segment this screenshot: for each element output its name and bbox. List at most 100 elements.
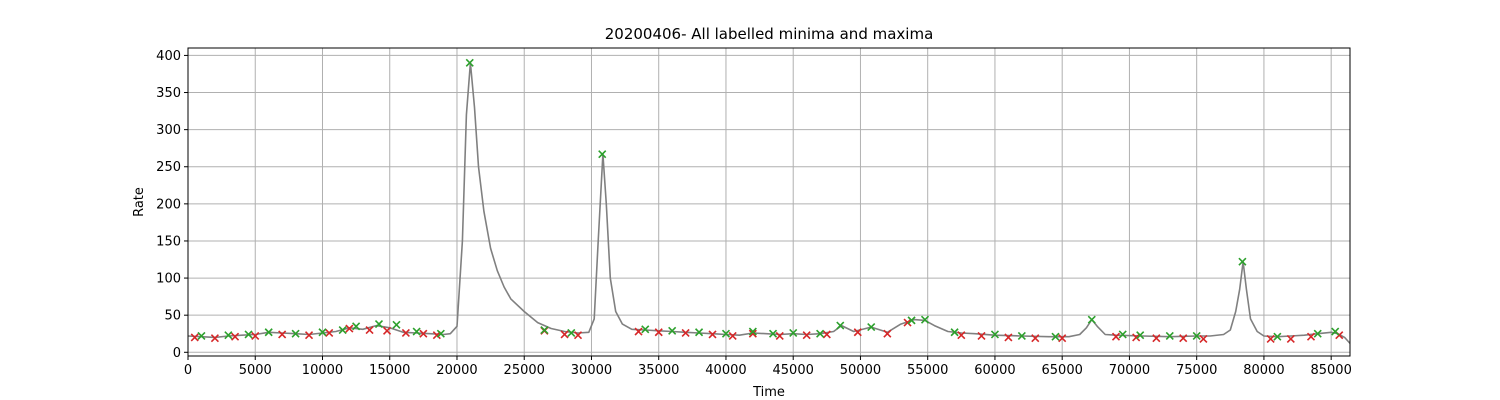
marker-series bbox=[190, 58, 1344, 343]
minimum-marker bbox=[1132, 333, 1141, 342]
minimum-marker bbox=[1286, 334, 1295, 343]
x-tick-label: 5000 bbox=[239, 363, 272, 378]
minimum-marker bbox=[654, 328, 663, 337]
x-tick-label: 15000 bbox=[369, 363, 410, 378]
y-tick-label: 100 bbox=[156, 272, 181, 287]
minimum-marker bbox=[560, 330, 569, 339]
minimum-marker bbox=[977, 331, 986, 341]
maximum-marker bbox=[1238, 257, 1247, 266]
maximum-marker bbox=[224, 331, 233, 340]
chart-title: 20200406- All labelled minima and maxima bbox=[605, 25, 934, 43]
grid bbox=[187, 48, 1350, 356]
minimum-marker bbox=[1199, 334, 1208, 343]
minimum-marker bbox=[1004, 333, 1013, 342]
minimum-marker bbox=[1266, 334, 1275, 343]
x-tick-label: 60000 bbox=[974, 363, 1015, 378]
minimum-marker bbox=[1058, 334, 1067, 343]
x-tick-label: 35000 bbox=[638, 363, 679, 378]
x-tick-label: 25000 bbox=[504, 363, 545, 378]
y-tick-label: 50 bbox=[164, 309, 181, 324]
y-tick-label: 0 bbox=[173, 346, 181, 361]
minimum-marker bbox=[401, 328, 410, 338]
minimum-marker bbox=[957, 331, 966, 340]
y-tick-label: 350 bbox=[156, 86, 181, 101]
minimum-marker bbox=[1179, 334, 1188, 343]
minimum-marker bbox=[775, 331, 784, 341]
minimum-marker bbox=[304, 331, 314, 340]
maximum-marker bbox=[1118, 330, 1127, 339]
maximum-marker bbox=[907, 316, 916, 325]
maximum-marker bbox=[768, 329, 778, 338]
minimum-marker bbox=[278, 330, 287, 339]
maximum-marker bbox=[567, 328, 576, 338]
maximum-marker bbox=[1313, 329, 1322, 338]
x-axis-ticks: 0 5000 10000 15000 20000 25000 30000 35000 40000… bbox=[184, 356, 1352, 378]
x-tick-label: 20000 bbox=[436, 363, 477, 378]
maximum-marker bbox=[1136, 331, 1145, 340]
x-tick-label: 30000 bbox=[571, 363, 612, 378]
x-tick-label: 85000 bbox=[1310, 363, 1351, 378]
minimum-marker bbox=[419, 329, 428, 338]
minimum-marker bbox=[903, 318, 912, 327]
maximum-marker bbox=[436, 329, 445, 338]
minimum-marker bbox=[1031, 334, 1040, 343]
minimum-marker bbox=[251, 331, 260, 341]
maximum-marker bbox=[318, 328, 327, 337]
x-tick-label: 80000 bbox=[1243, 363, 1284, 378]
minimum-marker bbox=[210, 334, 219, 343]
maximum-marker bbox=[291, 329, 300, 338]
x-axis-title: Time bbox=[752, 385, 785, 400]
maximum-marker bbox=[540, 325, 549, 335]
rate-line bbox=[187, 61, 1351, 344]
maximum-marker bbox=[990, 330, 1000, 339]
maximum-marker bbox=[920, 315, 930, 324]
maximum-marker bbox=[836, 321, 845, 330]
minimum-marker bbox=[1111, 332, 1121, 341]
maximum-marker bbox=[412, 327, 421, 336]
minimum-marker bbox=[365, 325, 374, 335]
maximum-marker bbox=[641, 325, 650, 334]
x-tick-label: 75000 bbox=[1176, 363, 1217, 378]
maximum-marker bbox=[1165, 331, 1174, 341]
maximum-marker bbox=[598, 150, 607, 159]
minimum-marker bbox=[573, 331, 583, 340]
minimum-marker bbox=[802, 331, 811, 340]
y-tick-label: 200 bbox=[156, 197, 181, 212]
maximum-marker bbox=[392, 320, 401, 329]
minimum-marker bbox=[1152, 334, 1161, 343]
minimum-marker bbox=[883, 329, 892, 338]
maximum-marker bbox=[694, 328, 704, 337]
maximum-marker bbox=[1051, 332, 1060, 341]
minimum-marker bbox=[382, 326, 392, 335]
minimum-marker bbox=[728, 331, 737, 341]
maximum-marker bbox=[816, 329, 825, 338]
y-axis-ticks: 0 50 100 150 200 250 300 350 400 bbox=[156, 49, 188, 361]
line-series bbox=[187, 61, 1351, 344]
x-tick-label: 70000 bbox=[1109, 363, 1150, 378]
minimum-marker bbox=[1306, 332, 1316, 341]
x-tick-label: 50000 bbox=[840, 363, 881, 378]
maximum-marker bbox=[352, 322, 361, 331]
maximum-marker bbox=[721, 329, 731, 338]
minimum-marker bbox=[190, 333, 199, 342]
y-tick-label: 300 bbox=[156, 123, 181, 138]
maximum-marker bbox=[374, 320, 384, 329]
maximum-marker bbox=[1273, 332, 1282, 341]
maximum-marker bbox=[1087, 315, 1096, 324]
minimum-marker bbox=[681, 328, 690, 338]
x-tick-label: 65000 bbox=[1042, 363, 1083, 378]
y-tick-label: 250 bbox=[156, 160, 181, 175]
minimum-marker bbox=[853, 328, 862, 337]
maximum-marker bbox=[197, 331, 206, 341]
x-tick-label: 40000 bbox=[705, 363, 746, 378]
maximum-marker bbox=[950, 328, 959, 337]
maximum-marker bbox=[867, 322, 876, 332]
maximum-marker bbox=[465, 58, 474, 67]
maximum-marker bbox=[244, 330, 253, 339]
maximum-marker bbox=[748, 327, 757, 336]
x-tick-label: 45000 bbox=[773, 363, 814, 378]
minimum-marker bbox=[822, 330, 831, 339]
minimum-marker bbox=[325, 328, 334, 338]
maximum-marker bbox=[264, 328, 273, 337]
